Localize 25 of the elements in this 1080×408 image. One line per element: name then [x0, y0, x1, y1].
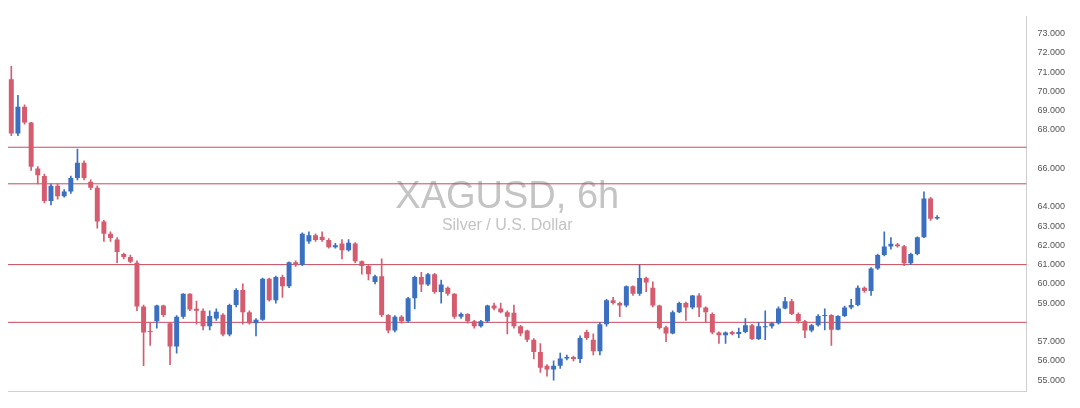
y-tick-label: 57.000 — [1037, 336, 1065, 347]
candlestick — [147, 322, 153, 346]
y-tick-label: 70.000 — [1037, 85, 1065, 96]
y-tick-label: 62.000 — [1037, 239, 1065, 250]
candlestick — [888, 237, 894, 250]
y-tick-label: 61.000 — [1037, 259, 1065, 270]
y-tick-label: 73.000 — [1037, 28, 1065, 39]
candlestick — [822, 308, 828, 331]
y-tick-label: 69.000 — [1037, 105, 1065, 116]
y-tick-label: 64.000 — [1037, 201, 1065, 212]
y-tick-label: 63.000 — [1037, 220, 1065, 231]
y-tick-label: 55.000 — [1037, 374, 1065, 385]
y-tick-label: 59.000 — [1037, 297, 1065, 308]
candlestick — [617, 301, 623, 317]
text: XAGUSD, 6h — [395, 174, 620, 216]
candlestick — [762, 310, 768, 340]
y-tick-label: 56.000 — [1037, 355, 1065, 366]
y-tick-label: 66.000 — [1037, 162, 1065, 173]
y-tick-label: 72.000 — [1037, 47, 1065, 58]
candlestick — [683, 301, 689, 321]
y-tick-label: 68.000 — [1037, 124, 1065, 135]
candlestick — [736, 327, 742, 339]
text: Silver / U.S. Dollar — [441, 216, 574, 233]
y-tick-label: 60.000 — [1037, 278, 1065, 289]
y-tick-label: 71.000 — [1037, 66, 1065, 77]
